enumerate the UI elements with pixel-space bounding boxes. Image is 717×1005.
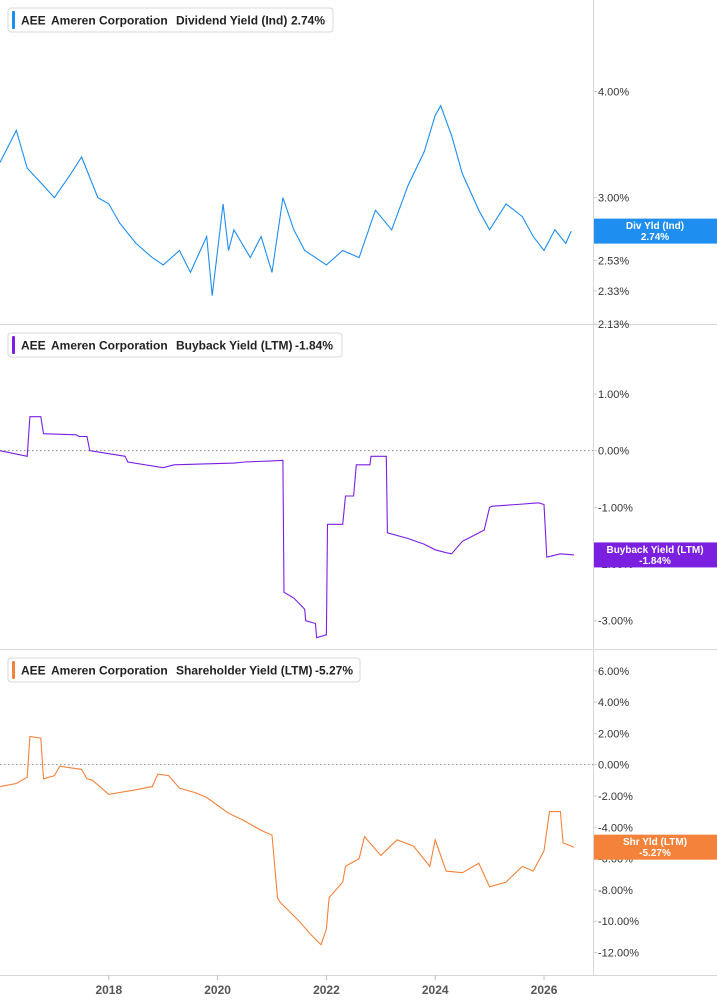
dividend-yield-legend-value: 2.74% bbox=[291, 14, 325, 28]
dividend-yield-y-tick-label: 4.00% bbox=[598, 87, 629, 99]
buyback-yield-tag-value: -1.84% bbox=[639, 556, 671, 567]
shareholder-yield-value-tag: Shr Yld (LTM) -5.27% bbox=[594, 834, 717, 860]
shareholder-yield-legend-metric: Shareholder Yield (LTM) bbox=[176, 664, 312, 678]
buyback-yield-series-line bbox=[0, 416, 575, 639]
shareholder-yield-y-tick-label: 6.00% bbox=[598, 666, 629, 678]
shareholder-yield-legend-swatch bbox=[12, 661, 15, 679]
shareholder-yield-y-tick-label: -2.00% bbox=[598, 791, 633, 803]
dividend-yield-y-tick-label: 3.00% bbox=[598, 193, 629, 205]
buyback-yield-y-tick-label: -1.00% bbox=[598, 502, 633, 514]
buyback-yield-y-tick-label: 0.00% bbox=[598, 446, 629, 458]
dividend-yield-tag-background bbox=[594, 218, 717, 244]
x-tick-label: 2020 bbox=[204, 983, 231, 997]
shareholder-yield-panel: 6.00%4.00%2.00%0.00%-2.00%-4.00%-6.00%-8… bbox=[0, 657, 717, 959]
dividend-yield-y-axis: 4.00% 3.00% 2.53% 2.33% 2.13% bbox=[593, 87, 629, 331]
x-tick-label: 2026 bbox=[531, 983, 558, 997]
buyback-yield-tag-background bbox=[594, 542, 717, 568]
shareholder-yield-series-line bbox=[0, 735, 575, 946]
shareholder-yield-legend-box bbox=[7, 657, 361, 683]
shareholder-yield-y-tick-label: -10.00% bbox=[598, 916, 639, 928]
buyback-yield-y-tick-label: 1.00% bbox=[598, 389, 629, 401]
dividend-yield-legend-ticker: AEE bbox=[21, 14, 46, 28]
buyback-yield-panel: 1.00%0.00%-1.00%-2.00%-3.00% AEE Ameren … bbox=[0, 332, 717, 639]
buyback-yield-legend-company: Ameren Corporation bbox=[51, 339, 168, 353]
buyback-yield-tag-label: Buyback Yield (LTM) bbox=[606, 545, 703, 556]
dividend-yield-legend[interactable]: AEE Ameren Corporation Dividend Yield (I… bbox=[7, 7, 334, 33]
shareholder-yield-legend-ticker: AEE bbox=[21, 664, 46, 678]
shareholder-yield-legend[interactable]: AEE Ameren Corporation Shareholder Yield… bbox=[7, 657, 361, 683]
dividend-yield-y-tick-label: 2.53% bbox=[598, 256, 629, 268]
buyback-yield-legend[interactable]: AEE Ameren Corporation Buyback Yield (LT… bbox=[7, 332, 343, 358]
buyback-yield-legend-swatch bbox=[12, 336, 15, 354]
shareholder-yield-tag-label: Shr Yld (LTM) bbox=[623, 837, 687, 848]
dividend-yield-panel: 4.00% 3.00% 2.53% 2.33% 2.13% AEE Ameren Cor… bbox=[0, 7, 717, 331]
buyback-yield-y-tick-label: -3.00% bbox=[598, 616, 633, 628]
buyback-yield-y-axis: 1.00%0.00%-1.00%-2.00%-3.00% bbox=[593, 389, 633, 628]
x-tick-label: 2022 bbox=[313, 983, 340, 997]
shareholder-yield-y-tick-label: -8.00% bbox=[598, 885, 633, 897]
dividend-yield-legend-metric: Dividend Yield (Ind) bbox=[176, 14, 287, 28]
shareholder-yield-legend-company: Ameren Corporation bbox=[51, 664, 168, 678]
buyback-yield-legend-box bbox=[7, 332, 343, 358]
shareholder-yield-tag-value: -5.27% bbox=[639, 848, 671, 859]
dividend-yield-tag-label: Div Yld (Ind) bbox=[626, 221, 684, 232]
shareholder-yield-y-tick-label: -12.00% bbox=[598, 947, 639, 959]
dividend-yield-y-tick-label: 2.33% bbox=[598, 286, 629, 298]
shareholder-yield-y-tick-label: 4.00% bbox=[598, 697, 629, 709]
dividend-yield-legend-company: Ameren Corporation bbox=[51, 14, 168, 28]
shareholder-yield-y-axis: 6.00%4.00%2.00%0.00%-2.00%-4.00%-6.00%-8… bbox=[593, 666, 639, 959]
x-axis: 2018 2020 2022 2024 2026 bbox=[95, 975, 558, 997]
x-tick-label: 2024 bbox=[422, 983, 449, 997]
dividend-yield-y-tick-label: 2.13% bbox=[598, 319, 629, 331]
shareholder-yield-y-tick-label: -4.00% bbox=[598, 822, 633, 834]
dividend-yield-legend-swatch bbox=[12, 11, 15, 29]
dividend-yield-legend-box bbox=[7, 7, 334, 33]
buyback-yield-legend-ticker: AEE bbox=[21, 339, 46, 353]
x-tick-label: 2018 bbox=[95, 983, 122, 997]
dividend-yield-series-line bbox=[0, 104, 572, 296]
shareholder-yield-y-tick-label: 0.00% bbox=[598, 760, 629, 772]
dividend-yield-tag-value: 2.74% bbox=[641, 232, 669, 243]
shareholder-yield-legend-value: -5.27% bbox=[315, 664, 353, 678]
buyback-yield-value-tag: Buyback Yield (LTM) -1.84% bbox=[594, 542, 717, 568]
shareholder-yield-y-tick-label: 2.00% bbox=[598, 728, 629, 740]
buyback-yield-legend-value: -1.84% bbox=[295, 339, 333, 353]
dividend-yield-value-tag: Div Yld (Ind) 2.74% bbox=[594, 218, 717, 244]
shareholder-yield-tag-background bbox=[594, 834, 717, 860]
buyback-yield-legend-metric: Buyback Yield (LTM) bbox=[176, 339, 292, 353]
